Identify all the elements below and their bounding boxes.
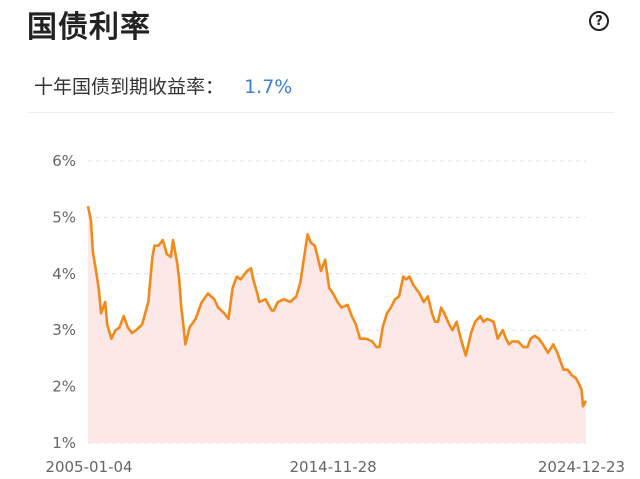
summary-label: 十年国债到期收益率： [34, 76, 225, 98]
series-line [86, 205, 588, 408]
x-tick-label: 2014-11-28 [290, 458, 377, 476]
x-axis-ticks: 2005-01-04 2014-11-28 2024-12-23 [45, 458, 625, 476]
y-tick-label: 2% [52, 378, 76, 396]
question-circle-icon[interactable]: ? [589, 11, 609, 31]
y-tick-label: 3% [52, 321, 76, 339]
yield-summary: 十年国债到期收益率： 1.7% [34, 72, 292, 99]
divider [27, 112, 614, 113]
x-tick-label: 2024-12-23 [538, 458, 625, 476]
summary-value: 1.7% [244, 76, 293, 98]
y-tick-label: 5% [52, 208, 76, 226]
y-tick-label: 1% [52, 434, 76, 452]
x-tick-label: 2005-01-04 [45, 458, 132, 476]
page-title: 国债利率 [27, 10, 151, 45]
y-axis-ticks: 1% 2% 3% 4% 5% 6% [52, 152, 76, 452]
y-tick-label: 4% [52, 265, 76, 283]
series-area [88, 206, 586, 443]
y-tick-label: 6% [52, 152, 76, 170]
